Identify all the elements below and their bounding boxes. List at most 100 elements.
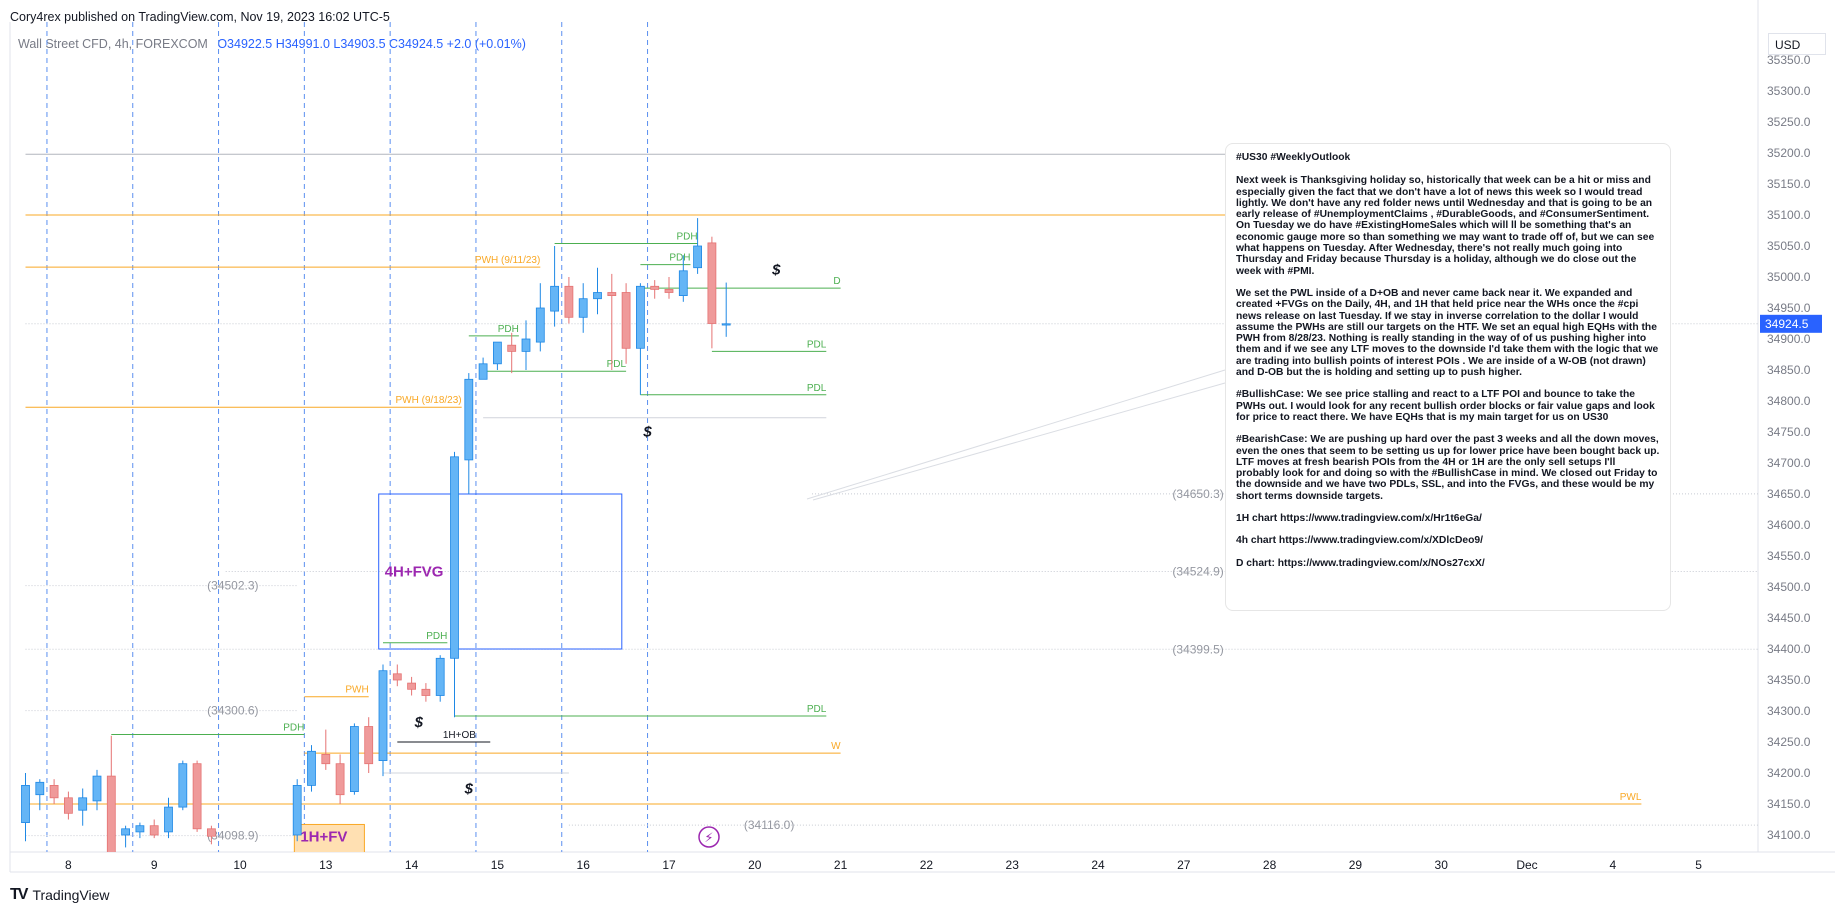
candle-body — [407, 682, 417, 690]
level-label: PWH — [345, 685, 368, 696]
candle-body — [364, 726, 374, 765]
candle-body — [135, 825, 145, 833]
candle-body — [206, 828, 216, 837]
time-tick-label: 24 — [1091, 858, 1105, 872]
candle-body — [550, 285, 559, 312]
zone-box — [378, 493, 623, 650]
candle-body — [121, 828, 130, 836]
candle-body — [392, 673, 402, 681]
symbol-name: Wall Street CFD, 4h, FOREXCOM — [18, 37, 208, 51]
price-tick-label: 35250.0 — [1767, 115, 1811, 129]
level-label: PDL — [807, 704, 827, 715]
candle-body — [78, 797, 88, 811]
dollar-mark: $ — [414, 714, 424, 731]
time-tick-label: 5 — [1695, 858, 1702, 872]
price-tick-label: 34250.0 — [1767, 735, 1811, 749]
zone-label: 4H+FVG — [385, 564, 444, 581]
level-label: PDL — [807, 383, 827, 394]
dotted-level-label: (34502.3) — [207, 579, 258, 593]
candle-body — [292, 785, 302, 836]
note-link-1h[interactable]: 1H chart https://www.tradingview.com/x/H… — [1236, 513, 1482, 525]
last-price-label: 34924.5 — [1765, 317, 1809, 331]
time-tick-label: 23 — [1006, 858, 1020, 872]
price-tick-label: 34700.0 — [1767, 456, 1811, 470]
candle-body — [521, 338, 531, 352]
published-line: Cory4rex published on TradingView.com, N… — [10, 10, 390, 24]
dotted-level-label: (34300.6) — [207, 704, 258, 718]
price-tick-label: 34800.0 — [1767, 394, 1811, 408]
note-paragraph-2: We set the PWL inside of a D+OB and neve… — [1236, 287, 1659, 379]
price-tick-label: 35150.0 — [1767, 177, 1811, 191]
lightning-icon — [698, 826, 720, 848]
candle-body — [92, 775, 102, 802]
time-tick-label: 4 — [1609, 858, 1616, 872]
footer-brand-text: TradingView — [32, 887, 110, 903]
lightning-icon-glyph: ⚡ — [704, 831, 713, 846]
note-callout-line — [806, 369, 1226, 500]
note-link-d[interactable]: D chart: https://www.tradingview.com/x/N… — [1236, 557, 1485, 569]
candle-body — [678, 270, 688, 296]
candle-body — [593, 292, 602, 300]
level-label: PDL — [607, 359, 627, 370]
candle-body — [578, 298, 588, 318]
dotted-level-label: (34399.5) — [1172, 642, 1223, 656]
zone-label: 1H+FV — [300, 828, 347, 845]
candle-body — [464, 378, 474, 461]
candle-body — [535, 307, 545, 343]
candle-body — [707, 242, 717, 324]
dollar-mark: $ — [642, 423, 652, 440]
price-tick-label: 35200.0 — [1767, 146, 1811, 160]
time-tick-label: 30 — [1435, 858, 1449, 872]
level-label: W — [831, 741, 841, 752]
time-tick-label: 9 — [151, 858, 158, 872]
time-tick-label: 22 — [920, 858, 934, 872]
zone-box — [293, 823, 365, 852]
time-tick-label: 10 — [233, 858, 247, 872]
candle-body — [164, 806, 173, 833]
price-tick-label: 35100.0 — [1767, 208, 1811, 222]
candle-body — [492, 341, 502, 365]
candle-body — [335, 763, 345, 796]
time-tick-label: 8 — [65, 858, 72, 872]
level-label: PWH (9/11/23) — [475, 255, 540, 266]
level-label: PDH — [426, 631, 447, 642]
candle-body — [621, 292, 631, 349]
level-label: PDH — [283, 723, 304, 734]
note-paragraph-1: Next week is Thanksgiving holiday so, hi… — [1236, 175, 1655, 277]
time-tick-label: 29 — [1349, 858, 1363, 872]
price-tick-label: 34950.0 — [1767, 301, 1811, 315]
currency-selector[interactable]: USD — [1768, 33, 1826, 55]
price-tick-label: 34600.0 — [1767, 518, 1811, 532]
candle-body — [507, 344, 517, 352]
candle-body — [106, 775, 116, 852]
price-tick-label: 35300.0 — [1767, 84, 1811, 98]
price-tick-label: 34550.0 — [1767, 549, 1811, 563]
price-tick-label: 34100.0 — [1767, 828, 1811, 842]
time-tick-label: 13 — [319, 858, 333, 872]
dotted-level-label: (34116.0) — [744, 818, 794, 832]
note-link-4h[interactable]: 4h chart https://www.tradingview.com/x/X… — [1236, 535, 1483, 547]
candle-body — [650, 285, 660, 290]
candle-body — [321, 754, 331, 765]
time-tick-label: 28 — [1263, 858, 1277, 872]
candle-body — [192, 763, 202, 830]
candle-body — [607, 292, 617, 296]
price-tick-label: 34350.0 — [1767, 673, 1811, 687]
price-tick-label: 34450.0 — [1767, 611, 1811, 625]
last-price-badge — [1760, 314, 1822, 333]
candle-body — [478, 363, 488, 380]
time-tick-label: 27 — [1177, 858, 1191, 872]
time-tick-label: Dec — [1516, 858, 1537, 872]
candle-body — [421, 688, 431, 696]
ohlc-values: O34922.5 H34991.0 L34903.5 C34924.5 +2.0… — [217, 37, 526, 51]
candle-body — [693, 245, 702, 269]
price-tick-label: 34650.0 — [1767, 487, 1811, 501]
candle-body — [307, 750, 316, 786]
candle-body — [664, 288, 674, 293]
level-label: 1H+OB — [443, 730, 476, 741]
dollar-mark: $ — [771, 262, 781, 279]
dotted-level-label: (34650.3) — [1172, 487, 1223, 501]
candle-body — [64, 797, 73, 814]
level-label: PDH — [676, 232, 697, 243]
price-tick-label: 34200.0 — [1767, 766, 1811, 780]
